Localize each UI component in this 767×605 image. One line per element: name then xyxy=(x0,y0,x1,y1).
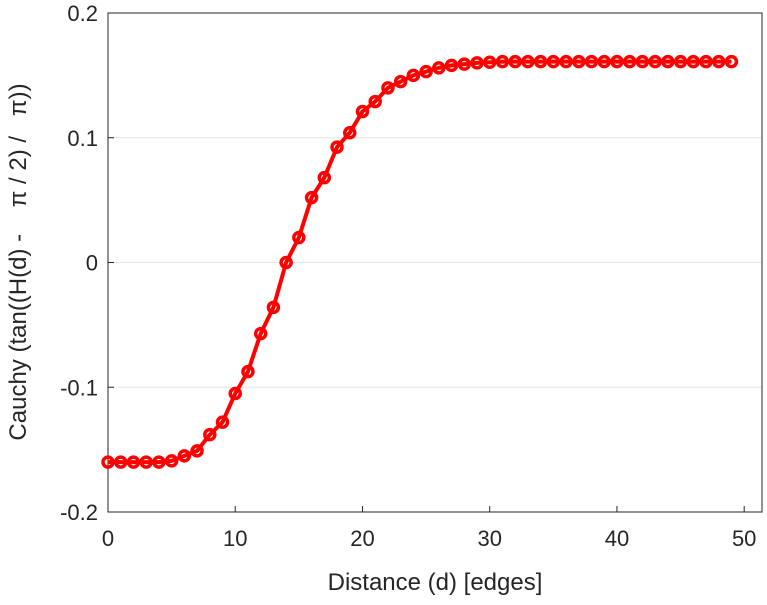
data-point xyxy=(203,427,217,442)
data-point xyxy=(139,455,153,469)
x-tick-label: 10 xyxy=(223,526,247,551)
x-tick-label: 50 xyxy=(732,526,756,551)
data-point xyxy=(253,326,268,341)
data-point xyxy=(419,64,433,79)
data-point xyxy=(432,61,446,75)
data-point xyxy=(673,54,688,69)
data-point xyxy=(113,455,128,469)
data-point xyxy=(177,449,192,463)
data-point xyxy=(304,190,319,205)
data-point xyxy=(355,104,370,119)
data-point xyxy=(622,54,637,69)
data-point xyxy=(711,54,726,69)
data-point xyxy=(406,68,421,83)
data-point xyxy=(584,54,599,69)
data-point xyxy=(444,58,459,73)
data-point xyxy=(546,54,561,69)
data-point xyxy=(228,386,242,401)
data-point xyxy=(482,55,497,70)
data-point xyxy=(215,415,230,429)
data-point xyxy=(317,170,332,185)
data-point xyxy=(279,255,293,270)
data-point xyxy=(343,126,357,140)
data-point xyxy=(572,54,586,69)
data-point xyxy=(241,364,255,379)
y-tick-label: 0 xyxy=(86,251,98,276)
data-point xyxy=(266,300,281,315)
data-point xyxy=(101,455,115,469)
data-point xyxy=(686,54,701,69)
y-tick-label: 0.1 xyxy=(67,126,98,151)
data-point xyxy=(508,54,522,69)
data-point xyxy=(368,94,382,109)
data-point xyxy=(330,140,344,154)
y-axis-label: Cauchy (tan((H(d) - π / 2) / π)) xyxy=(5,83,32,440)
data-point xyxy=(457,57,472,71)
data-point xyxy=(521,54,535,69)
data-point xyxy=(635,54,650,69)
series-line xyxy=(108,59,732,465)
data-point xyxy=(724,54,739,69)
y-tick-label: -0.2 xyxy=(60,500,98,525)
data-point xyxy=(661,54,675,69)
data-point xyxy=(292,230,306,245)
data-point xyxy=(190,444,204,458)
data-point xyxy=(597,54,611,69)
data-point xyxy=(152,455,166,469)
data-point xyxy=(559,54,573,69)
y-tick-label: -0.1 xyxy=(60,375,98,400)
x-tick-label: 20 xyxy=(350,526,374,551)
data-point xyxy=(393,74,408,89)
x-tick-label: 30 xyxy=(477,526,501,551)
data-point xyxy=(533,54,548,69)
x-tick-label: 40 xyxy=(605,526,629,551)
data-point xyxy=(164,454,179,468)
y-tick-label: 0.2 xyxy=(67,1,98,26)
data-point xyxy=(699,54,713,69)
x-axis-label: Distance (d) [edges] xyxy=(328,569,543,596)
data-point xyxy=(381,81,395,95)
x-tick-label: 0 xyxy=(102,526,114,551)
axis-ticks: -0.2 -0.1 0 0.1 0.2 0 10 20 30 40 50 xyxy=(60,1,756,551)
data-point xyxy=(126,455,141,469)
data-point xyxy=(648,54,662,69)
grid-lines xyxy=(108,137,762,388)
data-point xyxy=(470,56,484,70)
data-point xyxy=(610,54,624,69)
series-layer xyxy=(101,54,739,469)
data-point xyxy=(495,54,510,69)
